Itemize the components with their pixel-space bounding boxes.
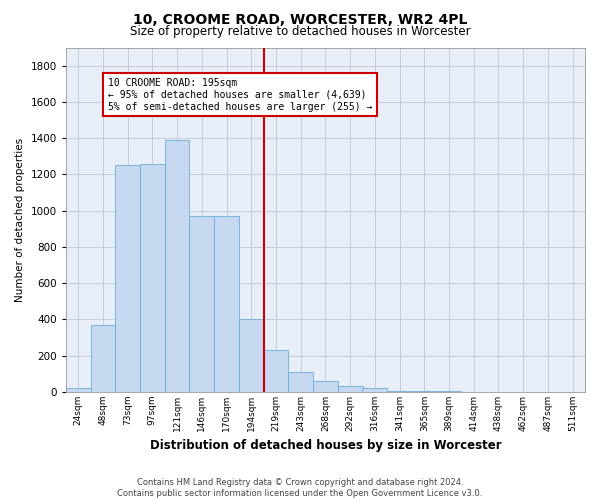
Text: 10, CROOME ROAD, WORCESTER, WR2 4PL: 10, CROOME ROAD, WORCESTER, WR2 4PL [133, 12, 467, 26]
Bar [387, 391, 412, 392]
Bar [140, 164, 165, 392]
Bar [115, 166, 140, 392]
Bar [239, 318, 263, 392]
X-axis label: Distribution of detached houses by size in Worcester: Distribution of detached houses by size … [149, 440, 501, 452]
Bar [66, 388, 91, 392]
Bar [263, 350, 289, 392]
Bar [289, 372, 313, 392]
Bar [412, 391, 437, 392]
Text: Contains HM Land Registry data © Crown copyright and database right 2024.
Contai: Contains HM Land Registry data © Crown c… [118, 478, 482, 498]
Text: Size of property relative to detached houses in Worcester: Size of property relative to detached ho… [130, 25, 470, 38]
Y-axis label: Number of detached properties: Number of detached properties [15, 138, 25, 302]
Bar [338, 386, 362, 392]
Text: 10 CROOME ROAD: 195sqm
← 95% of detached houses are smaller (4,639)
5% of semi-d: 10 CROOME ROAD: 195sqm ← 95% of detached… [108, 78, 372, 112]
Bar [91, 325, 115, 392]
Bar [214, 216, 239, 392]
Bar [313, 381, 338, 392]
Bar [190, 216, 214, 392]
Bar [362, 388, 387, 392]
Bar [165, 140, 190, 392]
